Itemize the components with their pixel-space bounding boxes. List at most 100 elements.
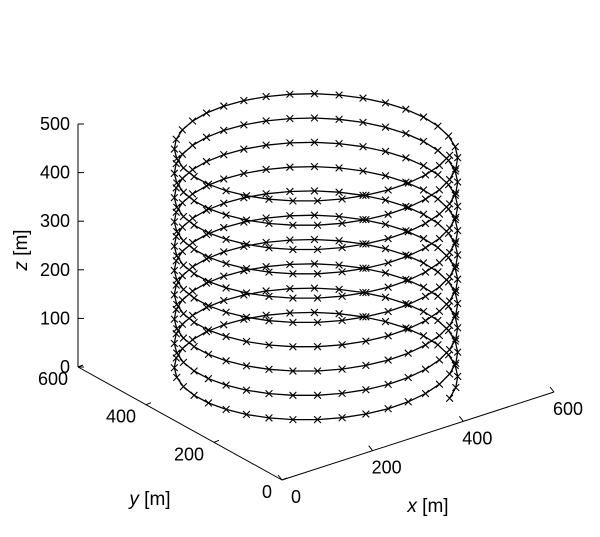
helix-point-marker bbox=[178, 271, 187, 280]
helix-point-marker bbox=[404, 398, 413, 406]
helix-point-marker bbox=[172, 373, 181, 382]
helix-point-marker bbox=[362, 215, 370, 224]
helix-point-marker bbox=[445, 297, 454, 305]
helix-point-marker bbox=[179, 164, 188, 172]
helix-point-marker bbox=[242, 386, 251, 394]
helix-point-marker bbox=[310, 308, 319, 317]
helix-point-marker bbox=[451, 191, 460, 200]
helix-point-marker bbox=[242, 264, 251, 273]
helix-point-marker bbox=[188, 335, 197, 344]
helix-point-marker bbox=[445, 272, 454, 281]
helix-point-marker bbox=[451, 240, 460, 248]
helix-point-marker bbox=[313, 221, 322, 229]
helix-point-marker bbox=[359, 118, 367, 127]
helix-point-marker bbox=[421, 389, 430, 398]
helix-point-marker bbox=[219, 175, 228, 183]
plot-area bbox=[170, 89, 462, 424]
helix-point-marker bbox=[242, 362, 251, 370]
helix-point-marker bbox=[222, 284, 230, 292]
helix-point-marker bbox=[262, 262, 270, 271]
helix-point-marker bbox=[453, 202, 462, 211]
helix-point-marker bbox=[204, 350, 213, 359]
helix-point-marker bbox=[188, 287, 197, 295]
helix-point-marker bbox=[202, 109, 211, 117]
helix-point-marker bbox=[242, 313, 251, 322]
helix-point-marker bbox=[265, 365, 273, 374]
helix-point-marker bbox=[170, 291, 179, 299]
helix-point-marker bbox=[419, 113, 428, 121]
x-tick-mark bbox=[458, 416, 464, 422]
helix-point-marker bbox=[338, 195, 346, 203]
helix-point-marker bbox=[338, 365, 346, 373]
helix-point-marker bbox=[402, 275, 410, 284]
helix-point-marker bbox=[421, 316, 430, 325]
helix-point-marker bbox=[289, 318, 297, 327]
helix-point-marker bbox=[262, 92, 270, 101]
helix-point-marker bbox=[419, 161, 428, 170]
helix-point-marker bbox=[265, 244, 273, 252]
helix-point-marker bbox=[172, 227, 181, 236]
helix-point-marker bbox=[242, 216, 251, 224]
helix-point-marker bbox=[404, 179, 413, 187]
helix-point-marker bbox=[335, 237, 343, 245]
helix-point-marker bbox=[451, 189, 460, 197]
helix-point-marker bbox=[451, 310, 460, 319]
helix-point-marker bbox=[313, 269, 322, 278]
helix-point-marker bbox=[335, 91, 343, 99]
helix-point-marker bbox=[434, 146, 442, 155]
helix-point-marker bbox=[188, 214, 197, 222]
helix-point-marker bbox=[179, 382, 188, 391]
helix-point-marker bbox=[289, 294, 297, 302]
helix-point-marker bbox=[359, 94, 367, 102]
helix-point-marker bbox=[335, 188, 343, 196]
helix-point-marker bbox=[421, 219, 430, 228]
helix-point-marker bbox=[404, 373, 413, 382]
helix-point-marker bbox=[421, 268, 430, 276]
helix-point-marker bbox=[362, 191, 370, 200]
helix-point-marker bbox=[240, 169, 248, 178]
helix-point-marker bbox=[451, 213, 460, 222]
helix-point-marker bbox=[310, 138, 319, 147]
helix-point-marker bbox=[451, 361, 460, 370]
helix-point-marker bbox=[240, 145, 248, 153]
helix-point-marker bbox=[242, 191, 251, 200]
helix-point-marker bbox=[289, 415, 297, 424]
helix-point-marker bbox=[170, 266, 179, 275]
helix-point-marker bbox=[419, 210, 428, 219]
helix-point-marker bbox=[222, 381, 230, 389]
helix-point-marker bbox=[286, 309, 294, 317]
helix-point-marker bbox=[445, 345, 454, 354]
helix-point-marker bbox=[402, 299, 410, 308]
helix-point-marker bbox=[178, 126, 187, 134]
helix-point-marker bbox=[219, 102, 228, 110]
helix-point-marker bbox=[404, 325, 413, 333]
helix-point-marker bbox=[453, 226, 462, 235]
helix-point-marker bbox=[381, 220, 390, 229]
helix-point-marker bbox=[313, 245, 322, 254]
x-ticks: 0 200 400 600 bbox=[277, 386, 583, 507]
helix-point-marker bbox=[434, 341, 442, 349]
helix-point-marker bbox=[219, 223, 228, 232]
helix-point-marker bbox=[262, 214, 270, 222]
y-tick-label: 600 bbox=[38, 369, 68, 389]
z-tick-label: 100 bbox=[40, 308, 70, 328]
helix-point-marker bbox=[402, 251, 410, 259]
helix-point-marker bbox=[335, 139, 343, 148]
helix-point-marker bbox=[313, 415, 322, 424]
helix-point-marker bbox=[265, 292, 273, 301]
helix-point-marker bbox=[240, 96, 248, 105]
helix-point-marker bbox=[421, 195, 430, 203]
helix-point-marker bbox=[404, 349, 413, 357]
helix-point-marker bbox=[451, 286, 460, 295]
z-axis-label: z [m] bbox=[11, 229, 32, 271]
helix-point-marker bbox=[338, 219, 346, 228]
x-tick-label: 600 bbox=[553, 399, 583, 419]
helix-point-marker bbox=[188, 190, 197, 198]
helix-point-marker bbox=[451, 264, 460, 273]
helix-point-marker bbox=[242, 410, 251, 419]
helix-point-marker bbox=[335, 285, 343, 294]
x-tick-mark bbox=[368, 445, 374, 451]
z-tick-label: 500 bbox=[40, 114, 70, 134]
helix-point-marker bbox=[179, 261, 188, 269]
